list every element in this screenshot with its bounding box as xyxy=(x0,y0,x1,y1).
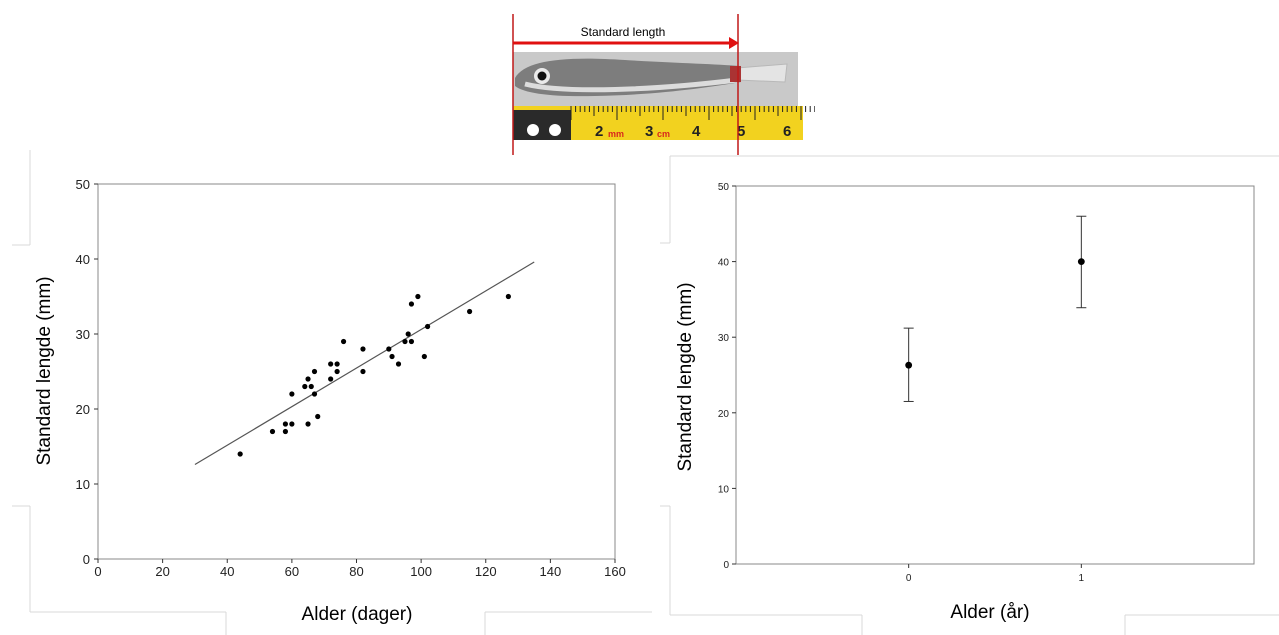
data-point xyxy=(311,368,318,375)
ruler-hole xyxy=(549,124,561,136)
right-plot-border xyxy=(735,185,1255,565)
data-point xyxy=(289,391,295,397)
x-tick-label: 160 xyxy=(604,564,626,579)
data-point xyxy=(402,338,408,345)
y-tick-label: 0 xyxy=(723,560,729,571)
y-tick-label: 20 xyxy=(76,402,90,417)
x-tick-label: 0 xyxy=(906,573,912,584)
data-point xyxy=(282,421,289,427)
data-point xyxy=(421,353,427,360)
ruler-labels: 2 mm 3 cm 4 5 6 xyxy=(595,123,791,140)
y-tick-label: 30 xyxy=(76,327,90,342)
data-point xyxy=(360,368,366,375)
data-point xyxy=(237,451,243,457)
y-tick-label: 40 xyxy=(76,252,90,267)
ruler-dark-end xyxy=(513,110,571,140)
y-tick-label: 50 xyxy=(76,177,90,192)
data-point xyxy=(328,376,334,382)
x-tick-label: 0 xyxy=(94,564,101,579)
x-tick-label: 40 xyxy=(220,564,234,579)
mean-point xyxy=(1077,258,1085,265)
left-y-axis-title: Standard lengde (mm) xyxy=(34,276,55,465)
chart-frame-decoration xyxy=(12,150,652,635)
data-point xyxy=(395,361,402,367)
x-tick-label: 100 xyxy=(410,564,432,579)
data-point xyxy=(415,293,421,300)
x-tick-label: 140 xyxy=(540,564,562,579)
chart-frame-decoration xyxy=(660,155,1279,635)
data-point xyxy=(389,353,395,360)
data-point xyxy=(360,346,366,352)
y-tick-label: 10 xyxy=(76,477,90,492)
mean-point xyxy=(905,361,913,369)
ruler-label-3: 3 xyxy=(645,123,653,140)
left-scatter-chart: 0 20 40 60 80 100 120 140 160 0 10 20 30 40 50 Alder (… xyxy=(12,150,652,635)
data-point xyxy=(308,383,314,390)
left-plot-area: 0 20 40 60 80 100 120 140 160 0 10 20 30 40 50 xyxy=(76,177,626,579)
data-point xyxy=(302,383,308,390)
right-plot-area: 0 10 20 30 40 50 0 1 xyxy=(718,182,1255,584)
ruler-label-5: 5 xyxy=(737,123,745,140)
fish-illustration xyxy=(515,58,788,97)
data-point xyxy=(505,293,511,300)
ruler-hole xyxy=(527,124,539,136)
ruler-label-mm: mm xyxy=(608,129,624,139)
data-point xyxy=(466,308,473,315)
data-point xyxy=(340,338,347,345)
x-tick-label: 20 xyxy=(155,564,169,579)
left-x-axis-title: Alder (dager) xyxy=(302,604,413,625)
y-tick-label: 40 xyxy=(718,258,730,269)
right-errorbar-chart: 0 10 20 30 40 50 0 1 Alder (år) Standard lengde… xyxy=(660,155,1279,635)
data-point xyxy=(282,428,289,435)
right-y-axis-title: Standard lengde (mm) xyxy=(675,282,696,471)
y-tick-label: 10 xyxy=(718,484,730,495)
ruler-label-4: 4 xyxy=(692,123,701,140)
right-x-axis-title: Alder (år) xyxy=(950,602,1029,623)
data-point xyxy=(405,331,411,337)
y-tick-label: 0 xyxy=(83,552,90,567)
y-tick-label: 50 xyxy=(718,182,730,193)
fish-belly xyxy=(524,77,738,93)
ruler-label-6: 6 xyxy=(783,123,791,140)
data-point xyxy=(386,346,392,352)
data-point xyxy=(334,368,340,375)
x-tick-label: 1 xyxy=(1079,573,1085,584)
data-point xyxy=(305,421,311,427)
data-point xyxy=(289,421,295,427)
measurement-arrowhead xyxy=(729,37,739,49)
data-point xyxy=(305,376,311,382)
data-point xyxy=(424,323,431,330)
data-point xyxy=(269,428,276,435)
data-point xyxy=(334,361,340,367)
ruler-label-2: 2 xyxy=(595,123,603,140)
ruler-ticks xyxy=(570,106,815,120)
x-tick-label: 120 xyxy=(475,564,497,579)
y-tick-label: 30 xyxy=(718,333,730,344)
x-tick-label: 60 xyxy=(285,564,299,579)
standard-length-label: Standard length xyxy=(581,25,666,39)
trend-line xyxy=(194,261,535,466)
x-tick-label: 80 xyxy=(349,564,363,579)
fish-pupil xyxy=(537,71,547,81)
data-point xyxy=(328,361,334,367)
data-point xyxy=(408,301,415,307)
fish-caudal-peduncle xyxy=(730,66,741,82)
left-plot-border xyxy=(97,183,616,560)
fish-measurement-figure: 2 mm 3 cm 4 5 6 Standard length xyxy=(512,14,815,155)
ruler-label-cm: cm xyxy=(657,129,670,139)
y-tick-label: 20 xyxy=(718,409,730,420)
data-point xyxy=(315,413,321,420)
data-point xyxy=(408,338,415,345)
data-point xyxy=(311,391,318,397)
